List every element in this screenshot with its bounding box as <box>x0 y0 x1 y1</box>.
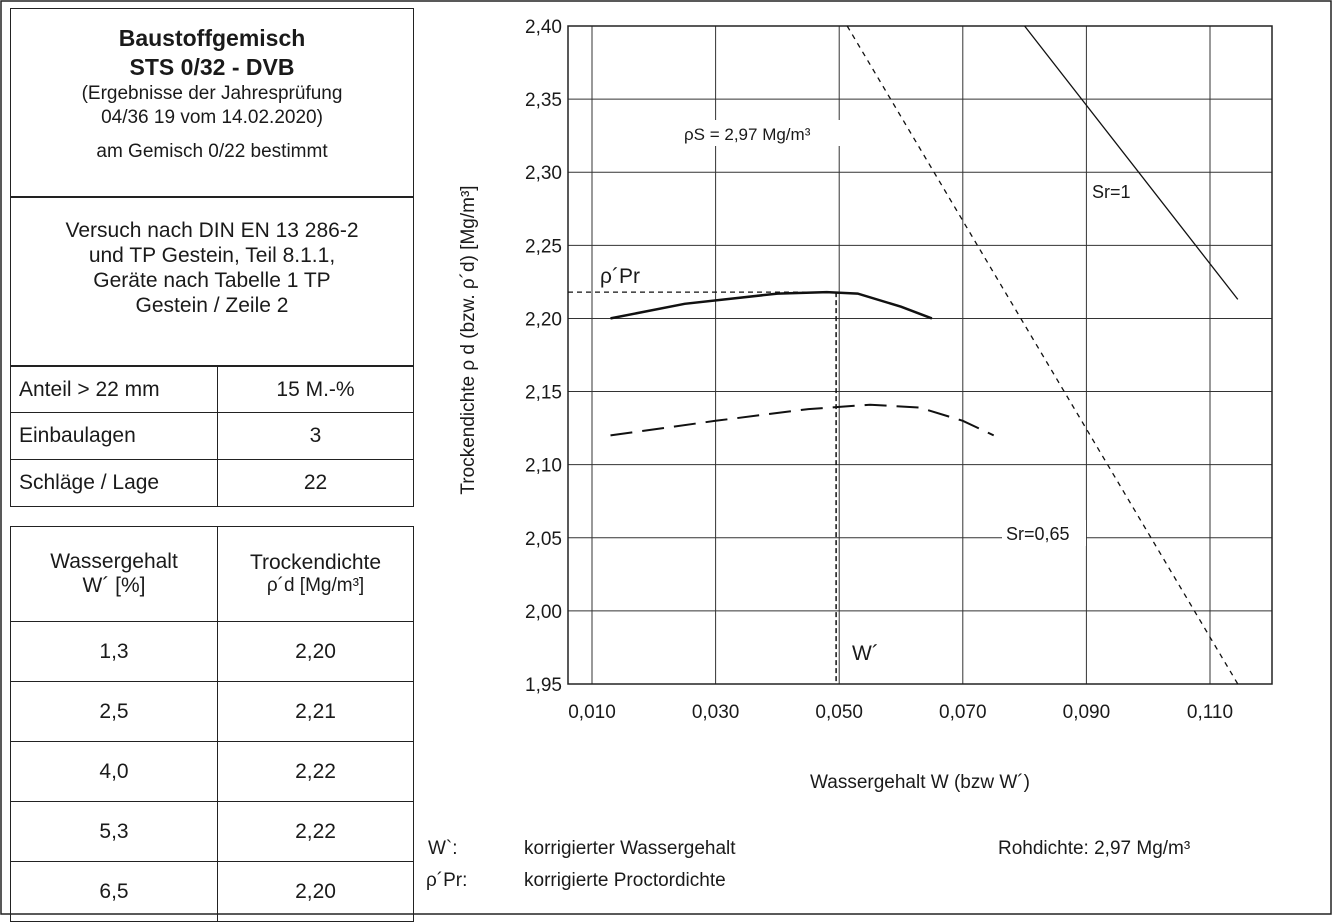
chart-data <box>568 25 1239 685</box>
header-water-line2: W´ [%] <box>82 574 146 597</box>
legend-w-text: korrigierter Wassergehalt <box>524 838 736 859</box>
header-dry-density: Trockendichte ρ´d [Mg/m³] <box>217 526 414 622</box>
annotation-rho-s-bg <box>680 120 850 146</box>
param-value: 3 <box>217 412 414 460</box>
method-line3: Geräte nach Tabelle 1 TP <box>93 269 331 292</box>
cell-density: 2,22 <box>217 801 414 862</box>
annotation-rho-pr: ρ´Pr <box>600 265 640 288</box>
x-tick-label: 0,070 <box>939 702 987 723</box>
chart-axes <box>567 25 1273 685</box>
cell-water: 2,5 <box>10 681 218 742</box>
y-tick-label: 2,40 <box>525 17 562 38</box>
subtitle-line3: am Gemisch 0/22 bestimmt <box>96 141 328 162</box>
subtitle-line2: 04/36 19 vom 14.02.2020) <box>101 107 323 128</box>
annotation-w-prime: W´ <box>852 642 879 665</box>
param-label: Einbaulagen <box>10 412 218 460</box>
annotation-sr1-bg <box>1088 178 1140 204</box>
annotation-rho-s: ρS = 2,97 Mg/m³ <box>684 125 811 144</box>
chart-grid <box>568 25 1272 685</box>
subtitle-line1: (Ergebnisse der Jahresprüfung <box>81 83 343 104</box>
annotation-sr065-bg <box>1002 520 1086 546</box>
y-tick-label: 2,05 <box>525 529 562 550</box>
method-line2: und TP Gestein, Teil 8.1.1, <box>88 244 336 267</box>
param-label: Anteil > 22 mm <box>10 366 218 413</box>
cell-density: 2,20 <box>217 621 414 682</box>
method-line1: Versuch nach DIN EN 13 286-2 <box>65 219 359 242</box>
plot-frame <box>567 25 1273 685</box>
cell-water: 1,3 <box>10 621 218 682</box>
y-tick-label: 2,25 <box>525 236 562 257</box>
param-value: 22 <box>217 459 414 507</box>
title-line2: STS 0/32 - DVB <box>129 54 295 80</box>
method-box: Versuch nach DIN EN 13 286-2 und TP Gest… <box>10 196 414 366</box>
measurement-table: Wassergehalt W´ [%] Trockendichte ρ´d [M… <box>10 526 414 922</box>
y-tick-label: 2,00 <box>525 602 562 623</box>
proctor-curve-corrected <box>610 290 933 320</box>
x-tick-label: 0,010 <box>568 702 616 723</box>
legend-rho-symbol: ρ´Pr: <box>426 870 468 891</box>
saturation-line-1 <box>1024 25 1239 300</box>
title-line1: Baustoffgemisch <box>118 25 306 51</box>
cell-density: 2,22 <box>217 741 414 802</box>
y-tick-label: 2,35 <box>525 90 562 111</box>
legend-rohdichte: Rohdichte: 2,97 Mg/m³ <box>998 838 1191 859</box>
annotation-sr1: Sr=1 <box>1092 182 1131 202</box>
cell-density: 2,20 <box>217 861 414 922</box>
legend-w-symbol: W`: <box>428 838 458 859</box>
annotation-rho-pr-bg <box>596 263 656 289</box>
x-tick-label: 0,090 <box>1063 702 1111 723</box>
x-tick-label: 0,050 <box>815 702 863 723</box>
cell-water: 5,3 <box>10 801 218 862</box>
legend-rho-text: korrigierte Proctordichte <box>524 870 726 891</box>
params-table: Anteil > 22 mm 15 M.-% Einbaulagen 3 Sch… <box>10 366 414 507</box>
cell-density: 2,21 <box>217 681 414 742</box>
cell-water: 6,5 <box>10 861 218 922</box>
header-water-line1: Wassergehalt <box>50 550 178 573</box>
y-tick-label: 2,10 <box>525 456 562 477</box>
cell-water: 4,0 <box>10 741 218 802</box>
header-water-content: Wassergehalt W´ [%] <box>10 526 218 622</box>
proctor-curve-dashed <box>610 403 995 437</box>
header-box: Baustoffgemisch STS 0/32 - DVB (Ergebnis… <box>10 8 414 198</box>
chart-labels: 1,95 2,00 2,05 2,10 2,15 2,20 2,25 2,30 2,35 2,40… <box>458 17 1233 793</box>
param-value: 15 M.-% <box>217 366 414 413</box>
y-tick-label: 1,95 <box>525 675 562 696</box>
param-label: Schläge / Lage <box>10 459 218 507</box>
info-panel: Baustoffgemisch STS 0/32 - DVB (Ergebnis… <box>10 8 414 922</box>
x-tick-label: 0,030 <box>692 702 740 723</box>
y-tick-label: 2,30 <box>525 163 562 184</box>
x-tick-label: 0,110 <box>1187 702 1233 723</box>
y-axis-label: Trockendichte ρ d (bzw. ρ´d) [Mg/m³] <box>458 185 479 494</box>
header-density-line1: Trockendichte <box>249 551 382 574</box>
y-tick-label: 2,15 <box>525 383 562 404</box>
saturation-line-065 <box>846 25 1239 685</box>
method-line4: Gestein / Zeile 2 <box>135 294 289 317</box>
y-tick-label: 2,20 <box>525 309 562 330</box>
annotation-sr065: Sr=0,65 <box>1006 524 1070 544</box>
header-density-line2: ρ´d [Mg/m³] <box>266 575 365 596</box>
x-axis-label: Wassergehalt W (bzw W´) <box>810 772 1030 793</box>
